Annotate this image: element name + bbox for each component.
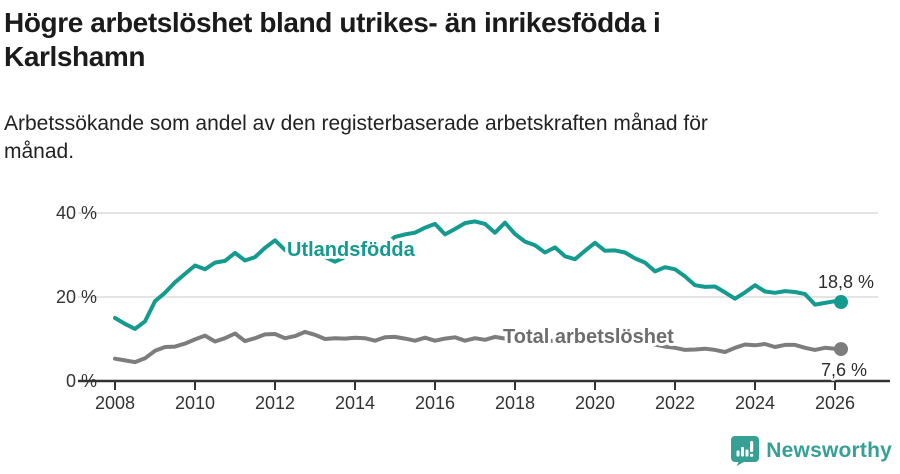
page-title: Högre arbetslöshet bland utrikes- än inr… [4,7,661,72]
series-label-total: Total arbetslöshet [503,326,674,348]
newsworthy-icon [731,436,760,466]
end-value-label-total: 7,6 % [821,360,867,380]
newsworthy-logo[interactable]: Newsworthy [731,436,892,466]
newsworthy-wordmark: Newsworthy [766,439,892,462]
x-axis-tick-label: 2010 [175,393,215,413]
x-axis-tick-label: 2024 [735,393,775,413]
y-axis-tick-label: 20 % [56,287,97,307]
chart-header: Högre arbetslöshet bland utrikes- än inr… [4,6,864,163]
series-line-total [113,329,843,365]
end-dot-utlandsfodda [834,295,848,310]
y-axis-tick-label: 40 % [56,203,97,223]
end-value-label-utlandsfodda: 18,8 % [818,272,874,292]
x-axis-tick-label: 2014 [335,393,375,413]
x-axis-tick-label: 2026 [815,393,855,413]
x-axis-tick-label: 2008 [95,393,135,413]
x-axis-tick-label: 2012 [255,393,295,413]
x-axis-tick-label: 2020 [575,393,615,413]
series-label-utlandsfodda: Utlandsfödda [287,239,416,261]
x-axis-tick-label: 2016 [415,393,455,413]
x-axis-tick-label: 2018 [495,393,535,413]
series-line-utlandsfodda [113,219,843,331]
end-dot-total [834,342,848,357]
x-axis-tick-label: 2022 [655,393,695,413]
page-subtitle: Arbetssökande som andel av den registerb… [4,112,708,163]
